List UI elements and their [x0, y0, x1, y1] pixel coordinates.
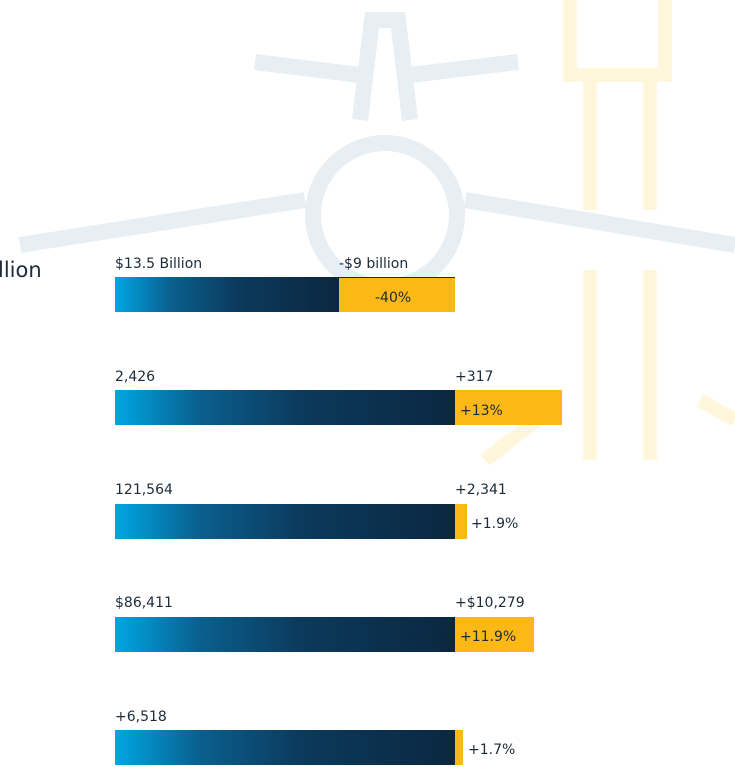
change-label: -$9 billion: [339, 256, 409, 272]
total-label: $86,411: [115, 595, 173, 611]
base-bar: [115, 390, 455, 425]
change-bar: [455, 390, 562, 425]
total-label: 2,426: [115, 369, 156, 385]
percent-label: +1.9%: [471, 516, 519, 532]
airplane: [18, 11, 735, 295]
base-bar: [115, 277, 339, 312]
change-bar: [339, 277, 455, 312]
tower: [480, 0, 735, 466]
change-bar: [455, 617, 534, 652]
change-label: +$10,279: [455, 595, 525, 611]
change-label: +2,341: [455, 482, 507, 498]
percent-label: -40%: [375, 290, 412, 306]
side-label: llion: [0, 258, 42, 282]
total-label: +6,518: [115, 709, 167, 725]
base-bar: [115, 730, 455, 765]
percent-label: +11.9%: [460, 629, 517, 645]
total-label: $13.5 Billion: [115, 256, 203, 272]
base-bar: [115, 504, 455, 539]
percent-label: +1.7%: [468, 742, 516, 758]
change-bar: [455, 504, 467, 539]
base-bar: [115, 617, 455, 652]
change-bar: [455, 730, 463, 765]
total-label: 121,564: [115, 482, 173, 498]
change-label: +317: [455, 369, 494, 385]
percent-label: +13%: [460, 403, 503, 419]
